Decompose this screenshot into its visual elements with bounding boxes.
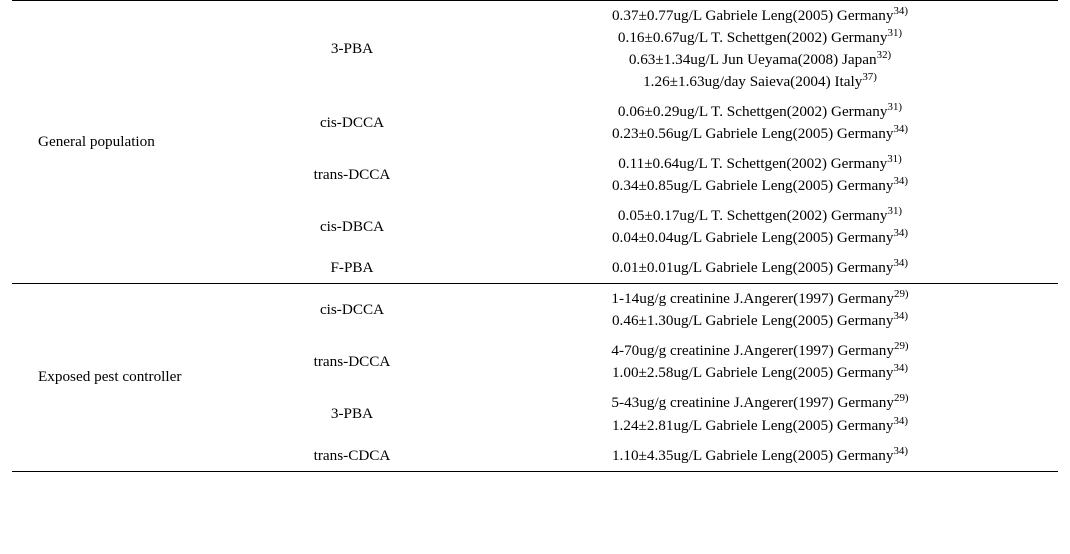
- metabolite-table: General population3-PBA0.37±0.77ug/L Gab…: [12, 0, 1058, 472]
- reference-line: 0.23±0.56ug/L Gabriele Leng(2005) German…: [468, 123, 1052, 145]
- reference-text: 0.37±0.77ug/L Gabriele Leng(2005) German…: [612, 7, 894, 24]
- reference-line: 5-43ug/g creatinine J.Angerer(1997) Germ…: [468, 392, 1052, 414]
- reference-superscript: 34): [893, 227, 908, 239]
- reference-line: 4-70ug/g creatinine J.Angerer(1997) Germ…: [468, 340, 1052, 362]
- metabolite-cell: trans-CDCA: [242, 441, 462, 471]
- group-label: General population: [12, 1, 242, 284]
- reference-line: 1-14ug/g creatinine J.Angerer(1997) Germ…: [468, 288, 1052, 310]
- reference-text: 0.11±0.64ug/L T. Schettgen(2002) Germany: [618, 155, 887, 172]
- metabolite-cell: trans-DCCA: [242, 149, 462, 201]
- reference-superscript: 31): [887, 27, 902, 39]
- reference-superscript: 34): [893, 362, 908, 374]
- reference-text: 1.26±1.63ug/day Saieva(2004) Italy: [643, 73, 862, 90]
- reference-cell: 1-14ug/g creatinine J.Angerer(1997) Germ…: [462, 284, 1058, 337]
- reference-cell: 0.05±0.17ug/L T. Schettgen(2002) Germany…: [462, 201, 1058, 253]
- reference-text: 0.34±0.85ug/L Gabriele Leng(2005) German…: [612, 177, 894, 194]
- reference-text: 0.23±0.56ug/L Gabriele Leng(2005) German…: [612, 125, 894, 142]
- reference-text: 0.06±0.29ug/L T. Schettgen(2002) Germany: [618, 103, 888, 120]
- metabolite-cell: cis-DCCA: [242, 97, 462, 149]
- reference-superscript: 34): [893, 257, 908, 269]
- reference-line: 0.63±1.34ug/L Jun Ueyama(2008) Japan32): [468, 49, 1052, 71]
- reference-text: 0.04±0.04ug/L Gabriele Leng(2005) German…: [612, 229, 894, 246]
- reference-text: 0.05±0.17ug/L T. Schettgen(2002) Germany: [618, 207, 888, 224]
- metabolite-cell: trans-DCCA: [242, 336, 462, 388]
- reference-line: 0.04±0.04ug/L Gabriele Leng(2005) German…: [468, 227, 1052, 249]
- reference-superscript: 31): [887, 153, 902, 165]
- reference-line: 0.16±0.67ug/L T. Schettgen(2002) Germany…: [468, 27, 1052, 49]
- metabolite-cell: cis-DBCA: [242, 201, 462, 253]
- reference-superscript: 34): [893, 414, 908, 426]
- reference-cell: 0.01±0.01ug/L Gabriele Leng(2005) German…: [462, 253, 1058, 283]
- reference-superscript: 34): [893, 5, 908, 17]
- reference-line: 1.26±1.63ug/day Saieva(2004) Italy37): [468, 71, 1052, 93]
- reference-line: 0.05±0.17ug/L T. Schettgen(2002) Germany…: [468, 205, 1052, 227]
- reference-superscript: 31): [887, 101, 902, 113]
- reference-superscript: 32): [877, 49, 892, 61]
- reference-cell: 4-70ug/g creatinine J.Angerer(1997) Germ…: [462, 336, 1058, 388]
- reference-superscript: 37): [862, 71, 877, 83]
- table-row: Exposed pest controllercis-DCCA1-14ug/g …: [12, 284, 1058, 337]
- reference-text: 0.01±0.01ug/L Gabriele Leng(2005) German…: [612, 259, 894, 276]
- reference-text: 1.10±4.35ug/L Gabriele Leng(2005) German…: [612, 447, 894, 464]
- reference-superscript: 31): [887, 205, 902, 217]
- reference-text: 0.63±1.34ug/L Jun Ueyama(2008) Japan: [629, 51, 877, 68]
- horizontal-rule: [12, 471, 1058, 472]
- reference-cell: 0.37±0.77ug/L Gabriele Leng(2005) German…: [462, 1, 1058, 98]
- reference-text: 1-14ug/g creatinine J.Angerer(1997) Germ…: [611, 290, 894, 307]
- reference-text: 4-70ug/g creatinine J.Angerer(1997) Germ…: [611, 342, 894, 359]
- metabolite-cell: F-PBA: [242, 253, 462, 283]
- reference-line: 0.34±0.85ug/L Gabriele Leng(2005) German…: [468, 175, 1052, 197]
- reference-superscript: 34): [893, 444, 908, 456]
- reference-text: 5-43ug/g creatinine J.Angerer(1997) Germ…: [611, 394, 894, 411]
- reference-text: 0.46±1.30ug/L Gabriele Leng(2005) German…: [612, 312, 894, 329]
- reference-line: 0.11±0.64ug/L T. Schettgen(2002) Germany…: [468, 153, 1052, 175]
- metabolite-cell: 3-PBA: [242, 1, 462, 98]
- reference-text: 1.00±2.58ug/L Gabriele Leng(2005) German…: [612, 364, 894, 381]
- reference-text: 0.16±0.67ug/L T. Schettgen(2002) Germany: [618, 29, 888, 46]
- reference-line: 1.00±2.58ug/L Gabriele Leng(2005) German…: [468, 362, 1052, 384]
- table-row: General population3-PBA0.37±0.77ug/L Gab…: [12, 1, 1058, 98]
- table-wrapper: General population3-PBA0.37±0.77ug/L Gab…: [0, 0, 1070, 554]
- reference-line: 1.24±2.81ug/L Gabriele Leng(2005) German…: [468, 415, 1052, 437]
- reference-superscript: 34): [893, 123, 908, 135]
- reference-line: 0.06±0.29ug/L T. Schettgen(2002) Germany…: [468, 101, 1052, 123]
- reference-cell: 0.11±0.64ug/L T. Schettgen(2002) Germany…: [462, 149, 1058, 201]
- reference-cell: 5-43ug/g creatinine J.Angerer(1997) Germ…: [462, 388, 1058, 440]
- reference-text: 1.24±2.81ug/L Gabriele Leng(2005) German…: [612, 417, 894, 434]
- reference-superscript: 29): [894, 392, 909, 404]
- metabolite-cell: cis-DCCA: [242, 284, 462, 337]
- reference-superscript: 29): [894, 340, 909, 352]
- reference-cell: 0.06±0.29ug/L T. Schettgen(2002) Germany…: [462, 97, 1058, 149]
- metabolite-cell: 3-PBA: [242, 388, 462, 440]
- reference-line: 0.01±0.01ug/L Gabriele Leng(2005) German…: [468, 257, 1052, 279]
- reference-superscript: 29): [894, 288, 909, 300]
- reference-line: 0.37±0.77ug/L Gabriele Leng(2005) German…: [468, 5, 1052, 27]
- reference-cell: 1.10±4.35ug/L Gabriele Leng(2005) German…: [462, 441, 1058, 471]
- reference-superscript: 34): [893, 310, 908, 322]
- reference-line: 1.10±4.35ug/L Gabriele Leng(2005) German…: [468, 445, 1052, 467]
- reference-superscript: 34): [893, 175, 908, 187]
- reference-line: 0.46±1.30ug/L Gabriele Leng(2005) German…: [468, 310, 1052, 332]
- group-label: Exposed pest controller: [12, 284, 242, 471]
